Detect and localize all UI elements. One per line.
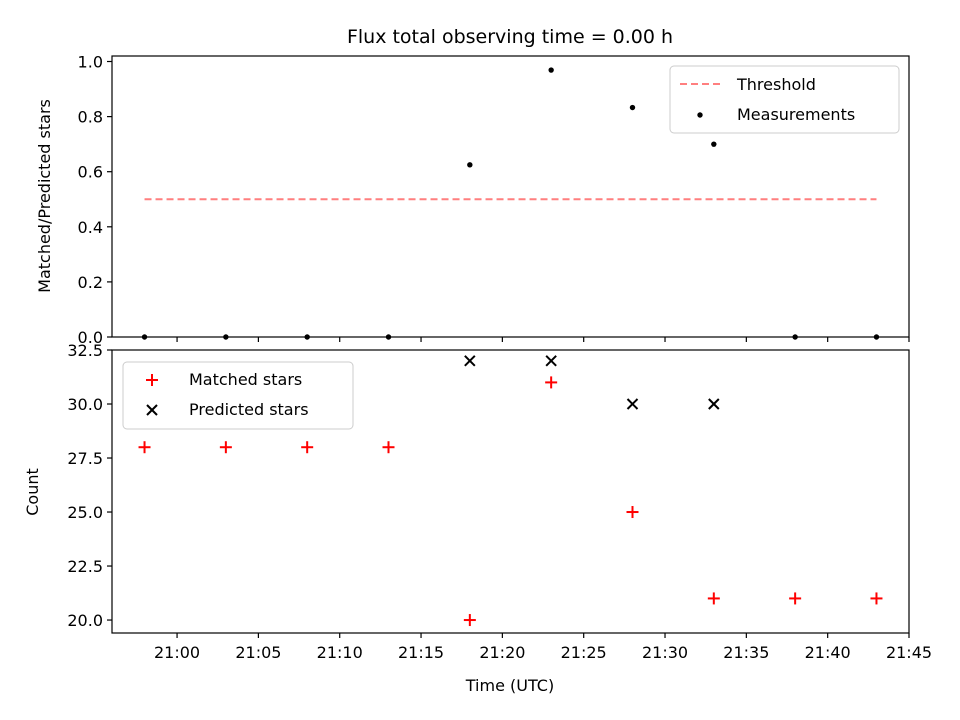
x-tick-label: 21:15 [398,643,444,662]
y-tick-label: 20.0 [67,611,103,630]
top-x-ticks [176,337,910,342]
legend-measurements-label: Measurements [737,105,855,124]
bottom-legend: Matched stars Predicted stars [122,361,354,430]
matched-stars-point [870,592,883,605]
predicted-stars-point [545,355,557,367]
bottom-legend-box [122,361,354,430]
matched-stars-point [138,441,151,454]
legend-threshold-label: Threshold [736,75,816,94]
y-tick-label: 1.0 [78,53,103,72]
top-plot-frame [111,55,910,338]
legend-predicted-swatch [146,404,158,416]
matched-stars-point [382,441,395,454]
measurement-point [629,104,636,111]
x-tick-label: 21:35 [723,643,769,662]
legend-matched-label: Matched stars [189,370,302,389]
bottom-x-ticks: 21:00 21:05 21:10 21:15 21:20 21:25 21:30 21:35… [154,633,932,662]
x-tick-label: 21:40 [805,643,851,662]
measurement-point [141,334,148,340]
matched-stars-point [789,592,802,605]
x-tick-label: 21:10 [317,643,363,662]
chart-title: Flux total observing time = 0.00 h [347,26,673,48]
measurement-point [711,141,717,147]
measurement-point [467,162,473,168]
matched-stars-point [219,441,232,454]
bottom-y-ticks: 20.0 22.5 25.0 27.5 30.0 32.5 [67,341,112,630]
y-tick-label: 32.5 [67,341,103,360]
predicted-stars-point [626,398,639,410]
top-y-axis-label: Matched/Predicted stars [35,99,54,293]
bottom-panel: 20.0 22.5 25.0 27.5 30.0 32.5 21:00 21:05 21:10… [23,341,932,695]
matched-stars-point [545,376,558,389]
x-tick-label: 21:30 [642,643,688,662]
y-tick-label: 0.4 [78,218,103,237]
measurement-point [548,67,554,73]
y-tick-label: 27.5 [67,449,103,468]
x-tick-label: 21:00 [154,643,200,662]
matched-stars-point [463,614,476,627]
measurement-point [304,334,310,340]
measurement-point [223,334,229,340]
matched-stars-point [301,441,314,454]
measurement-point [792,334,798,340]
matched-stars-point [626,506,639,519]
top-panel: 0.0 0.2 0.4 0.6 0.8 1.0 Matched/Predicted sta… [35,53,910,347]
y-tick-label: 0.0 [78,328,103,347]
x-tick-label: 21:05 [235,643,281,662]
predicted-stars-point [708,398,720,410]
measurement-point [873,334,880,340]
y-tick-label: 25.0 [67,503,103,522]
legend-predicted-label: Predicted stars [189,400,309,419]
bottom-plot-frame [111,349,910,634]
top-legend-box [669,65,900,134]
top-marks [141,67,880,340]
y-tick-label: 22.5 [67,557,103,576]
bottom-y-axis-label: Count [23,468,42,516]
top-y-ticks: 0.0 0.2 0.4 0.6 0.8 1.0 [78,53,112,347]
matched-stars-point [707,592,720,605]
measurement-point [385,334,392,340]
x-axis-label: Time (UTC) [465,676,554,695]
x-tick-label: 21:25 [561,643,607,662]
x-tick-label: 21:45 [886,643,932,662]
y-tick-label: 0.6 [78,163,103,182]
predicted-stars-point [464,355,476,367]
bottom-marks [138,355,883,627]
y-tick-label: 0.8 [78,108,103,127]
y-tick-label: 0.2 [78,273,103,292]
legend-measurements-swatch [697,112,703,118]
legend-matched-swatch [146,374,158,386]
y-tick-label: 30.0 [67,395,103,414]
top-legend: Threshold Measurements [669,65,900,134]
x-tick-label: 21:20 [479,643,525,662]
